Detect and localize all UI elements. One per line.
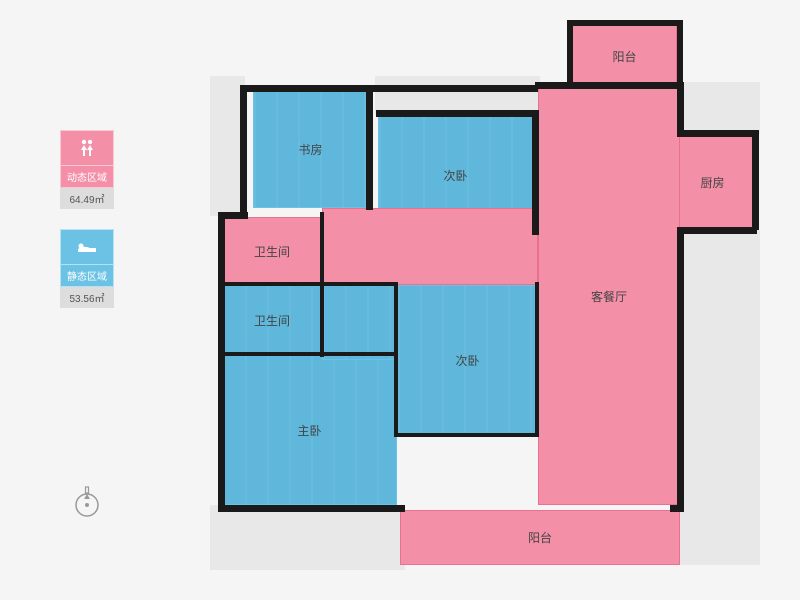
wall [395,505,405,512]
legend-static: 静态区域 53.56㎡ [60,229,120,308]
wall [752,130,759,230]
room-balcony-bot: 阳台 [400,510,680,565]
wall [677,82,684,137]
room-label: 厨房 [700,174,724,191]
wall [535,282,539,437]
wall [532,110,539,235]
room-label: 书房 [298,141,322,158]
room-label: 次卧 [455,352,479,369]
wall [218,352,398,356]
legend-static-value: 53.56㎡ [60,287,114,308]
wall [567,20,573,87]
wall [218,282,323,286]
legend-static-icon [60,229,114,265]
legend-dynamic: 动态区域 64.49㎡ [60,130,120,209]
floor-shadow [375,76,540,114]
legend-dynamic-label: 动态区域 [60,166,114,188]
floor-shadow [210,505,405,570]
wall [376,110,536,117]
room-label: 阳台 [612,48,636,65]
floor-shadow [680,82,760,134]
room-label: 主卧 [297,422,321,439]
wall [677,227,684,510]
wall [320,282,398,286]
room-master: 主卧 [222,355,397,505]
wall [240,85,247,215]
room-label: 阳台 [528,529,552,546]
room-bedroom2-bot: 次卧 [397,285,538,435]
wall [218,212,225,512]
floor-shadow [680,230,760,565]
wall [670,505,684,512]
room-bath2: 卫生间 [222,285,322,355]
wall [218,505,403,512]
room-balcony-top: 阳台 [572,25,677,87]
wall [240,85,538,92]
legend: 动态区域 64.49㎡ 静态区域 53.56㎡ [60,130,120,328]
legend-dynamic-icon [60,130,114,166]
wall [677,20,683,87]
sleep-icon [76,240,98,254]
room-label: 次卧 [443,167,467,184]
room-study: 书房 [253,90,368,208]
wall [567,20,682,26]
wall [677,130,757,137]
legend-dynamic-value: 64.49㎡ [60,188,114,209]
wall [535,82,683,89]
wall [394,282,398,437]
room-label: 客餐厅 [591,288,627,305]
room-label: 卫生间 [254,312,290,329]
room-bath1: 卫生间 [222,217,322,285]
people-icon [77,139,97,157]
wall [366,85,373,210]
legend-static-label: 静态区域 [60,265,114,287]
room-master-ext [322,285,397,360]
wall [680,227,757,234]
room-living: 客餐厅 [538,87,680,505]
room-corridor [322,208,538,285]
floor-plan: 阳台厨房客餐厅书房次卧卫生间卫生间主卧次卧阳台 [180,20,770,580]
compass-icon [72,485,102,515]
wall [394,433,539,437]
room-label: 卫生间 [254,243,290,260]
room-kitchen: 厨房 [670,135,755,230]
